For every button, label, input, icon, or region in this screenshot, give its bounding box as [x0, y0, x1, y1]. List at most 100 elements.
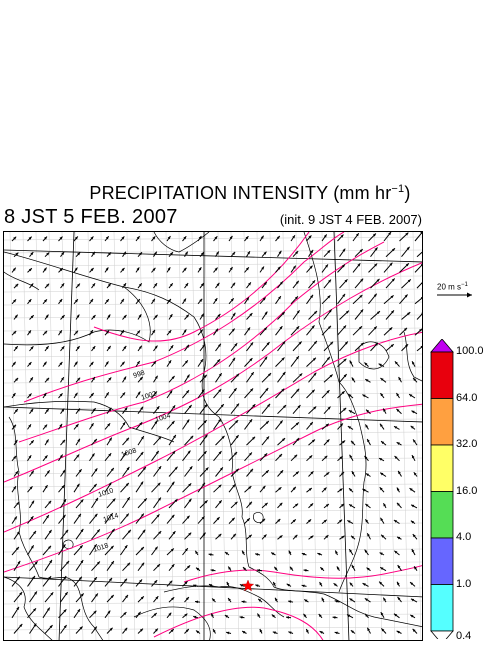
wind-vector-head	[326, 356, 330, 360]
wind-vector-head	[405, 232, 409, 236]
wind-vector-head	[188, 498, 192, 502]
wind-vector-head	[154, 345, 158, 349]
wind-vector-head	[279, 502, 283, 506]
wind-vector-head	[349, 488, 353, 492]
wind-vector-head	[248, 452, 252, 456]
wind-vector-head	[360, 342, 364, 346]
wind-vector-head	[187, 565, 191, 569]
wind-vector-head	[174, 499, 178, 503]
wind-vector	[414, 264, 422, 273]
wind-vector-head	[295, 503, 299, 507]
wind-vector-head	[204, 404, 208, 408]
wind-vector-head	[381, 441, 385, 445]
colorbar-under-triangle	[430, 630, 454, 639]
wind-vector-head	[327, 406, 331, 410]
wind-vector-head	[367, 533, 370, 537]
wind-vector-head	[141, 562, 145, 566]
wind-vector-head	[286, 616, 290, 619]
wind-vector-head	[339, 488, 343, 492]
wind-vector-head	[63, 576, 67, 580]
wind-vector-head	[242, 631, 246, 634]
wind-vector-head	[154, 283, 158, 287]
wind-vector-head	[77, 608, 81, 613]
wind-vector-head	[43, 361, 47, 365]
wind-vector-head	[171, 514, 175, 518]
wind-vector-head	[396, 487, 400, 491]
wind-vector-head	[50, 592, 54, 596]
wind-vector-head	[126, 466, 130, 471]
wind-vector-head	[279, 420, 283, 424]
wind-vector-head	[126, 497, 130, 501]
wind-vector-head	[391, 278, 395, 282]
wind-vector-head	[396, 502, 400, 506]
wind-vector-head	[310, 503, 314, 507]
wind-vector-head	[366, 409, 370, 413]
wind-vector-head	[320, 567, 324, 571]
wind-vector-head	[59, 236, 63, 240]
wind-vector-head	[30, 252, 34, 256]
wind-vector-head	[94, 513, 98, 517]
wind-vector-head	[396, 442, 400, 445]
wind-vector-head	[412, 361, 415, 365]
wind-vector-head	[249, 313, 253, 317]
wind-vector-head	[201, 389, 205, 393]
wind-vector-head	[265, 387, 269, 392]
wind-vector-head	[242, 567, 246, 571]
wind-vector-head	[232, 484, 236, 488]
wind-vector-head	[378, 363, 382, 367]
wind-vector-head	[359, 249, 363, 253]
wind-vector-head	[127, 529, 131, 533]
colorbar-label: 1.0	[456, 577, 472, 590]
wind-vector-head	[96, 561, 100, 565]
wind-vector-head	[334, 600, 338, 603]
wind-vector-head	[343, 407, 347, 411]
wind-vector-head	[93, 610, 97, 614]
wind-vector-head	[62, 514, 66, 518]
wind-vector-head	[346, 614, 351, 618]
wind-vector-head	[264, 311, 268, 315]
wind-vector-head	[110, 467, 114, 472]
wind-vector-head	[229, 266, 233, 271]
wind-vector-head	[351, 535, 355, 539]
wind-vector-head	[265, 421, 269, 425]
wind-vector-head	[257, 613, 261, 617]
wind-vector-head	[123, 283, 127, 287]
isobar-label: 1014	[102, 512, 119, 524]
wind-vector-head	[15, 283, 19, 287]
wind-vector-head	[373, 293, 377, 297]
weather-map[interactable]: 998 1002 1004 1008 1010 1014 1018	[3, 231, 423, 641]
wind-vector-head	[309, 265, 313, 269]
wind-vector-head	[294, 534, 298, 538]
wind-vector-head	[172, 531, 176, 535]
wind-vector-head	[77, 252, 81, 256]
wind-vector-head	[92, 346, 96, 350]
wind-vector-head	[216, 282, 220, 286]
wind-vector-head	[252, 404, 256, 408]
wind-vector-head	[16, 501, 20, 506]
wind-vector-head	[76, 314, 80, 318]
wind-vector-head	[14, 516, 17, 520]
wind-vector-head	[168, 612, 172, 616]
wind-vector-head	[171, 420, 175, 425]
wind-vector-head	[279, 326, 283, 330]
wind-vector	[414, 297, 422, 305]
wind-vector-head	[65, 529, 69, 533]
wind-vector-head	[185, 251, 188, 255]
wind-vector-head	[95, 497, 98, 502]
wind-vector-head	[340, 503, 345, 507]
wind-vector-head	[76, 454, 80, 458]
wind-vector-head	[224, 552, 229, 555]
wind-vector-head	[105, 267, 109, 271]
reference-arrow-icon	[437, 292, 472, 298]
wind-vector-head	[210, 568, 214, 572]
wind-vector-head	[396, 393, 400, 397]
wind-vector-head	[248, 282, 251, 286]
wind-vector-head	[43, 267, 47, 271]
wind-vector-head	[375, 342, 379, 346]
wind-vector-head	[364, 598, 368, 602]
wind-vector-head	[61, 283, 65, 287]
wind-vector-head	[156, 406, 160, 410]
wind-vector-head	[107, 283, 111, 287]
wind-vector-head	[281, 388, 285, 392]
wind-vector-head	[141, 436, 144, 440]
